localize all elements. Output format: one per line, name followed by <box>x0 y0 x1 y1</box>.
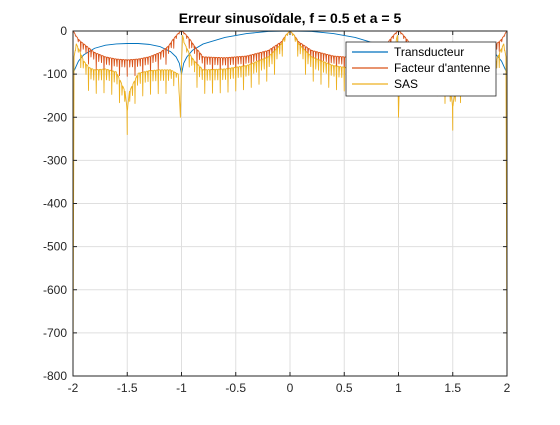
y-tick-label: -800 <box>43 369 67 383</box>
x-tick-label: 0 <box>287 381 294 395</box>
y-tick-label: -400 <box>43 197 67 211</box>
legend-box <box>345 41 497 97</box>
x-tick-label: 0.5 <box>336 381 353 395</box>
y-tick-label: 0 <box>60 24 67 38</box>
legend-label-1: Facteur d'antenne <box>394 61 491 75</box>
y-tick-label: -100 <box>43 67 67 81</box>
chart-title: Erreur sinusoïdale, f = 0.5 et a = 5 <box>179 10 402 26</box>
y-tick-label: -200 <box>43 110 67 124</box>
x-tick-label: 2 <box>504 381 511 395</box>
x-tick-label: -1 <box>176 381 187 395</box>
x-tick-label: -0.5 <box>225 381 246 395</box>
legend: Transducteur Facteur d'antenne SAS <box>345 41 497 97</box>
y-tick-label: -300 <box>43 153 67 167</box>
legend-label-2: SAS <box>394 77 418 91</box>
x-tick-label: -2 <box>68 381 79 395</box>
y-tick-label: -500 <box>43 240 67 254</box>
ticks: -2 -1.5 -1 -0.5 0 0.5 1 1.5 2 0 -100 -200 -300 -400 -5… <box>43 24 511 395</box>
x-tick-label: -1.5 <box>117 381 138 395</box>
y-tick-label: -600 <box>43 283 67 297</box>
legend-label-0: Transducteur <box>394 45 464 59</box>
x-tick-label: 1.5 <box>444 381 461 395</box>
y-tick-label: -700 <box>43 326 67 340</box>
x-tick-label: 1 <box>395 381 402 395</box>
